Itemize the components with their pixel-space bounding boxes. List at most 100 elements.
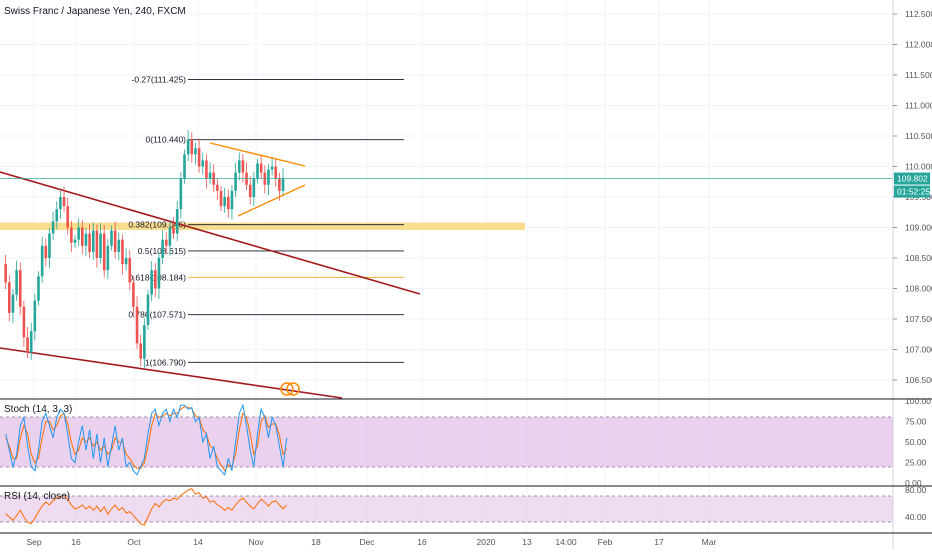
stoch-tick-label: 25.00 (905, 458, 927, 468)
candle-body[interactable] (77, 227, 80, 240)
candle-body[interactable] (208, 172, 212, 179)
candle-body[interactable] (22, 306, 26, 338)
candle-body[interactable] (278, 178, 281, 191)
candle-body[interactable] (26, 337, 29, 353)
channel-upper-line[interactable] (0, 171, 421, 295)
candle-body[interactable] (117, 239, 121, 252)
candle-body[interactable] (124, 258, 128, 265)
candle-body[interactable] (223, 197, 226, 207)
candle-body[interactable] (48, 233, 51, 258)
candle-body[interactable] (227, 197, 230, 210)
candle-body[interactable] (281, 178, 285, 191)
support-zone-band[interactable] (0, 222, 525, 230)
candle-body[interactable] (183, 154, 186, 179)
candle-body[interactable] (51, 221, 55, 234)
candle-body[interactable] (186, 139, 190, 155)
candle-body[interactable] (4, 264, 7, 283)
candle-body[interactable] (8, 282, 11, 313)
triangle-lower-line[interactable] (237, 184, 306, 217)
triangle-upper-line[interactable] (209, 142, 306, 167)
candle-body[interactable] (88, 233, 91, 252)
candle-body[interactable] (37, 276, 40, 301)
candle-body[interactable] (143, 325, 146, 359)
candle-body[interactable] (62, 197, 66, 207)
time-tick-label: Sep (26, 537, 41, 547)
candle-body[interactable] (230, 190, 234, 210)
candle-body[interactable] (11, 294, 15, 313)
price-tick-label: 108.000 (905, 284, 932, 294)
chart-title: Swiss Franc / Japanese Yen, 240, FXCM (4, 6, 186, 17)
candle-body[interactable] (259, 163, 263, 173)
event-marker-icon[interactable] (280, 382, 294, 396)
channel-lower-line[interactable] (0, 347, 343, 399)
candle-body[interactable] (234, 172, 237, 191)
time-tick-label: Mar (702, 537, 717, 547)
candle-body[interactable] (59, 197, 62, 210)
candle-body[interactable] (150, 270, 153, 295)
event-markers[interactable] (280, 382, 300, 396)
candle-body[interactable] (44, 245, 48, 258)
candle-body[interactable] (81, 227, 84, 246)
time-tick-label: 18 (311, 537, 321, 547)
fib-level-label: 0(110.440) (146, 135, 187, 145)
candle-body[interactable] (168, 227, 172, 246)
candle-body[interactable] (205, 160, 208, 179)
time-axis[interactable]: Sep 16 Oct 14 Nov 18 Dec 16 2020 13 14:00 Feb 17 Mar (26, 537, 716, 547)
candle-body[interactable] (219, 190, 223, 207)
candle-body[interactable] (252, 178, 256, 197)
candle-body[interactable] (33, 300, 37, 332)
candle-body[interactable] (95, 230, 99, 258)
price-tick-label: 110.500 (905, 131, 932, 141)
candle-body[interactable] (99, 233, 102, 258)
candle-body[interactable] (29, 331, 33, 353)
stoch-k-line[interactable] (5, 403, 288, 476)
candle-body[interactable] (190, 139, 194, 155)
candle-body[interactable] (267, 169, 270, 185)
candle-body[interactable] (157, 258, 161, 289)
candle-body[interactable] (66, 206, 69, 228)
candle-body[interactable] (194, 148, 197, 155)
candle-body[interactable] (91, 230, 95, 252)
candle-body[interactable] (154, 270, 157, 289)
candle-body[interactable] (241, 160, 245, 173)
candle-body[interactable] (110, 230, 113, 246)
candle-body[interactable] (70, 227, 73, 243)
candle-body[interactable] (84, 233, 88, 246)
candle-body[interactable] (55, 209, 59, 222)
candle-body[interactable] (15, 270, 18, 295)
rsi-line[interactable] (5, 487, 288, 526)
candle-body[interactable] (121, 239, 124, 265)
candle-body[interactable] (237, 160, 241, 173)
candle-body[interactable] (175, 209, 179, 234)
stoch-d-line[interactable] (5, 406, 288, 472)
candle-body[interactable] (132, 282, 135, 307)
candle-body[interactable] (113, 230, 117, 252)
price-tick-label: 112.500 (905, 9, 932, 19)
price-tick-label: 108.500 (905, 253, 932, 263)
candle-body[interactable] (146, 294, 150, 326)
candle-body[interactable] (274, 166, 278, 179)
candle-body[interactable] (73, 239, 77, 243)
candle-body[interactable] (106, 245, 110, 271)
candle-body[interactable] (164, 239, 168, 246)
candle-body[interactable] (135, 306, 139, 344)
candle-body[interactable] (161, 239, 164, 258)
candle-body[interactable] (270, 166, 274, 170)
rsi-tick-label: 40.00 (905, 512, 927, 522)
event-marker-icon[interactable] (286, 382, 300, 396)
candle-body[interactable] (197, 148, 201, 167)
candle-body[interactable] (216, 184, 219, 191)
time-tick-label: Oct (127, 537, 141, 547)
candle-body[interactable] (18, 270, 22, 307)
candle-body[interactable] (128, 258, 132, 283)
candle-body[interactable] (248, 184, 252, 197)
candle-body[interactable] (40, 245, 44, 277)
candle-body[interactable] (139, 343, 142, 359)
time-tick-label: Nov (248, 537, 264, 547)
candle-body[interactable] (102, 233, 106, 271)
candle-body[interactable] (201, 160, 205, 167)
candle-body[interactable] (172, 227, 175, 234)
candle-body[interactable] (179, 178, 183, 210)
candle-body[interactable] (256, 163, 259, 179)
